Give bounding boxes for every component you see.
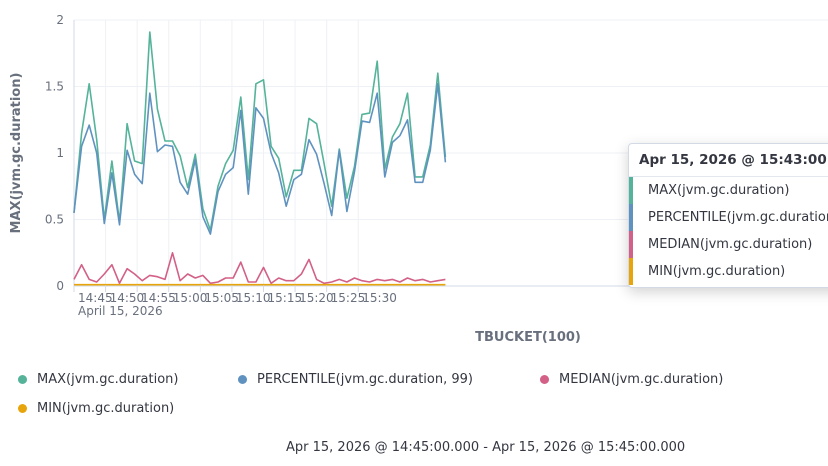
x-tick-label: 15:30 — [362, 291, 397, 305]
tooltip-row-median: MEDIAN(jvm.gc.duration) — [629, 231, 828, 258]
tooltip-label-percentile: PERCENTILE(jvm.gc.duration, 99) — [648, 210, 828, 225]
y-tick-label: 0 — [56, 279, 64, 293]
tooltip-color-median — [629, 231, 633, 258]
legend-item-median[interactable]: MEDIAN(jvm.gc.duration) — [540, 372, 723, 387]
tooltip-row-max: MAX(jvm.gc.duration) — [629, 177, 828, 204]
legend-label-median: MEDIAN(jvm.gc.duration) — [559, 372, 724, 387]
x-tick-label: 14:55 — [141, 291, 176, 305]
tooltip-label-max: MAX(jvm.gc.duration) — [648, 183, 790, 198]
y-axis-title: MAX(jvm.gc.duration) — [9, 73, 24, 234]
line-chart[interactable]: 00.511.5214:4514:5014:5515:0015:0515:101… — [0, 0, 828, 350]
x-tick-label: 14:50 — [110, 291, 145, 305]
legend-swatch-max — [18, 375, 27, 384]
legend-item-max[interactable]: MAX(jvm.gc.duration) — [18, 372, 179, 387]
tooltip-title: Apr 15, 2026 @ 15:43:00.000 — [629, 144, 828, 177]
legend-label-percentile: PERCENTILE(jvm.gc.duration, 99) — [257, 372, 473, 387]
legend-swatch-percentile — [238, 375, 247, 384]
y-tick-label: 1.5 — [45, 80, 64, 94]
legend-label-max: MAX(jvm.gc.duration) — [37, 372, 179, 387]
legend-swatch-median — [540, 375, 549, 384]
x-axis-title: TBUCKET(100) — [475, 330, 581, 345]
x-tick-label: 15:00 — [173, 291, 208, 305]
legend-label-min: MIN(jvm.gc.duration) — [37, 401, 175, 416]
x-tick-label: 15:05 — [204, 291, 239, 305]
series-line-1 — [73, 83, 447, 235]
x-tick-label: 15:25 — [331, 291, 366, 305]
x-tick-label: 15:20 — [299, 291, 334, 305]
chart-tooltip: Apr 15, 2026 @ 15:43:00.000 MAX(jvm.gc.d… — [628, 143, 828, 288]
tooltip-color-min — [629, 258, 633, 285]
x-tick-label: 15:15 — [268, 291, 303, 305]
series-line-0 — [73, 31, 447, 231]
x-tick-label: 14:45 — [78, 291, 113, 305]
tooltip-row-percentile: PERCENTILE(jvm.gc.duration, 99) — [629, 204, 828, 231]
tooltip-row-min: MIN(jvm.gc.duration) — [629, 258, 828, 285]
legend-item-min[interactable]: MIN(jvm.gc.duration) — [18, 401, 174, 416]
x-tick-date-label: April 15, 2026 — [78, 304, 163, 318]
y-tick-label: 0.5 — [45, 213, 64, 227]
legend-swatch-min — [18, 404, 27, 413]
tooltip-color-max — [629, 177, 633, 204]
legend-item-percentile[interactable]: PERCENTILE(jvm.gc.duration, 99) — [238, 372, 473, 387]
x-tick-label: 15:10 — [236, 291, 271, 305]
tooltip-label-min: MIN(jvm.gc.duration) — [648, 264, 786, 279]
series-line-2 — [73, 252, 446, 285]
y-tick-label: 2 — [56, 13, 64, 27]
tooltip-label-median: MEDIAN(jvm.gc.duration) — [648, 237, 813, 252]
tooltip-color-percentile — [629, 204, 633, 231]
y-tick-label: 1 — [56, 146, 64, 160]
time-range-label: Apr 15, 2026 @ 14:45:00.000 - Apr 15, 20… — [286, 440, 686, 455]
